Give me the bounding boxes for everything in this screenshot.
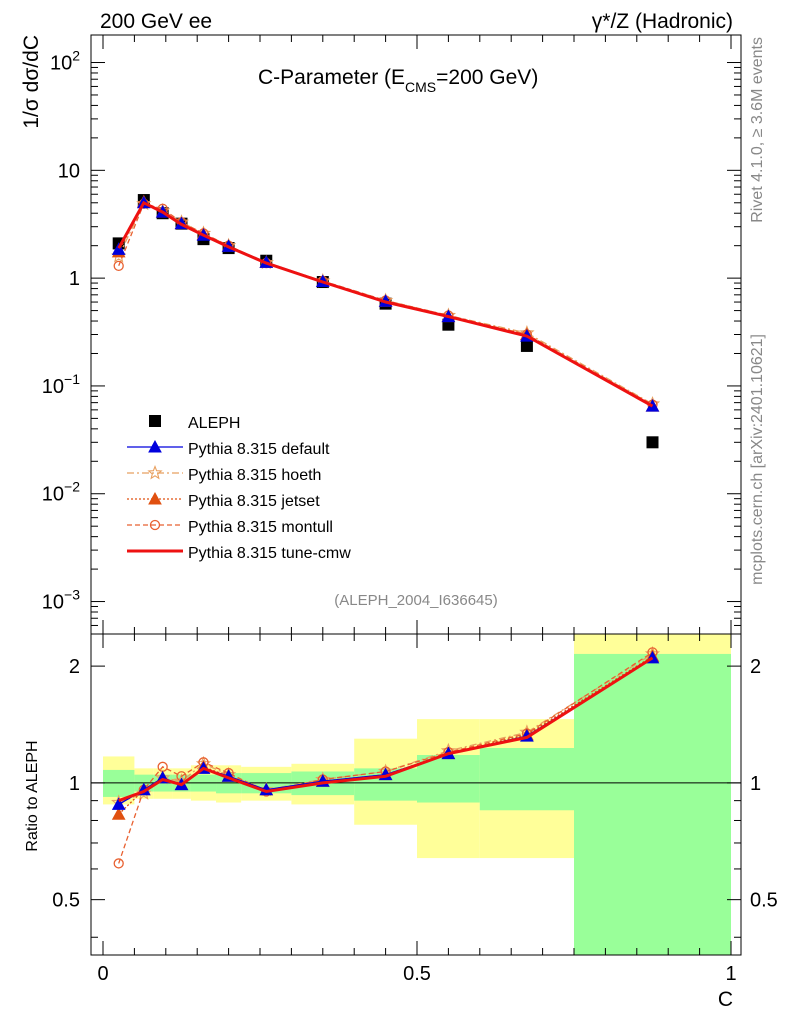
legend-label-default: Pythia 8.315 default	[188, 441, 330, 458]
tick-base: 10	[50, 53, 72, 75]
main-title-sub: CMS	[405, 79, 436, 95]
main-panel-series	[111, 194, 661, 449]
tick-base: 10	[42, 484, 64, 506]
legend: ALEPH Pythia 8.315 default Pythia 8.315 ho…	[127, 415, 351, 562]
data-point-10	[520, 339, 533, 352]
x-tick-label-1: 0.5	[403, 963, 431, 985]
band-inner-0	[103, 769, 135, 797]
main-point-default-0	[111, 242, 126, 255]
ratio-point-montull-0	[113, 858, 124, 869]
main-line-montull	[118, 202, 653, 406]
band-inner-9	[417, 755, 480, 803]
header-left-label: 200 GeV ee	[100, 10, 212, 33]
tick-exp: −2	[64, 479, 80, 495]
tick-base: 1	[69, 268, 80, 290]
main-ytick-label-1: 10−2	[42, 479, 80, 506]
ratio-line-montull	[118, 651, 653, 864]
band-inner-11	[574, 653, 731, 955]
legend-label-montull: Pythia 8.315 montull	[188, 519, 333, 536]
main-ytick-label-5: 102	[50, 48, 80, 75]
main-point-montull-0	[113, 260, 124, 271]
data-point-11	[646, 436, 659, 449]
header-right-label: γ*/Z (Hadronic)	[592, 10, 733, 33]
legend-label-data: ALEPH	[188, 415, 240, 432]
tick-base: 10	[42, 376, 64, 398]
tick-base: 10	[58, 160, 80, 182]
main-ytick-label-4: 10	[58, 160, 80, 182]
ratio-ytick-label-right-1: 1	[750, 773, 761, 795]
main-title-end: =200 GeV)	[436, 66, 538, 89]
ratio-point-default-0	[111, 797, 126, 810]
tick-exp: −1	[64, 371, 80, 387]
main-y-axis-label: 1/σ dσ/dC	[20, 35, 43, 129]
main-ytick-label-0: 10−3	[42, 587, 80, 614]
legend-marker-default	[148, 439, 162, 453]
main-ytick-label-3: 1	[69, 268, 80, 290]
ratio-y-axis-label: Ratio to ALEPH	[24, 740, 41, 851]
ratio-frame	[90, 633, 742, 956]
x-axis-label: C	[718, 988, 733, 1011]
ratio-point-jetset-0	[111, 807, 126, 820]
x-tick-label-0: 0	[97, 963, 108, 985]
tick-exp: −3	[64, 587, 80, 603]
rivet-version-label: Rivet 4.1.0, ≥ 3.6M events	[749, 37, 766, 223]
tick-exp: 2	[72, 48, 80, 64]
legend-label-hoeth: Pythia 8.315 hoeth	[188, 467, 321, 484]
mcplots-label: mcplots.cern.ch [arXiv:2401.10621]	[749, 334, 766, 585]
legend-marker-jetset	[148, 491, 162, 505]
band-inner-10	[479, 748, 574, 811]
ratio-ytick-label-right-0: 0.5	[750, 890, 778, 912]
analysis-id-label: (ALEPH_2004_I636645)	[334, 592, 497, 609]
legend-marker-montull	[149, 519, 161, 531]
legend-label-cmw: Pythia 8.315 tune-cmw	[188, 545, 351, 562]
main-line-cmw	[117, 200, 654, 408]
tick-base: 10	[42, 592, 64, 614]
main-ytick-label-2: 10−1	[42, 371, 80, 398]
x-tick-label-2: 1	[725, 963, 736, 985]
main-title-main: C-Parameter (E	[258, 66, 405, 89]
ratio-panel-series	[111, 645, 661, 869]
legend-label-jetset: Pythia 8.315 jetset	[188, 493, 320, 510]
ratio-ytick-label-left-0: 0.5	[52, 890, 80, 912]
legend-marker-hoeth	[147, 464, 163, 480]
main-title: C-Parameter (ECMS=200 GeV)	[258, 66, 538, 95]
legend-marker-data	[149, 415, 161, 427]
ratio-uncertainty-bands	[103, 634, 731, 955]
ratio-ytick-label-left-2: 2	[69, 656, 80, 678]
ratio-ytick-label-left-1: 1	[69, 773, 80, 795]
ratio-line-cmw	[118, 656, 654, 803]
ratio-ytick-label-right-2: 2	[750, 656, 761, 678]
